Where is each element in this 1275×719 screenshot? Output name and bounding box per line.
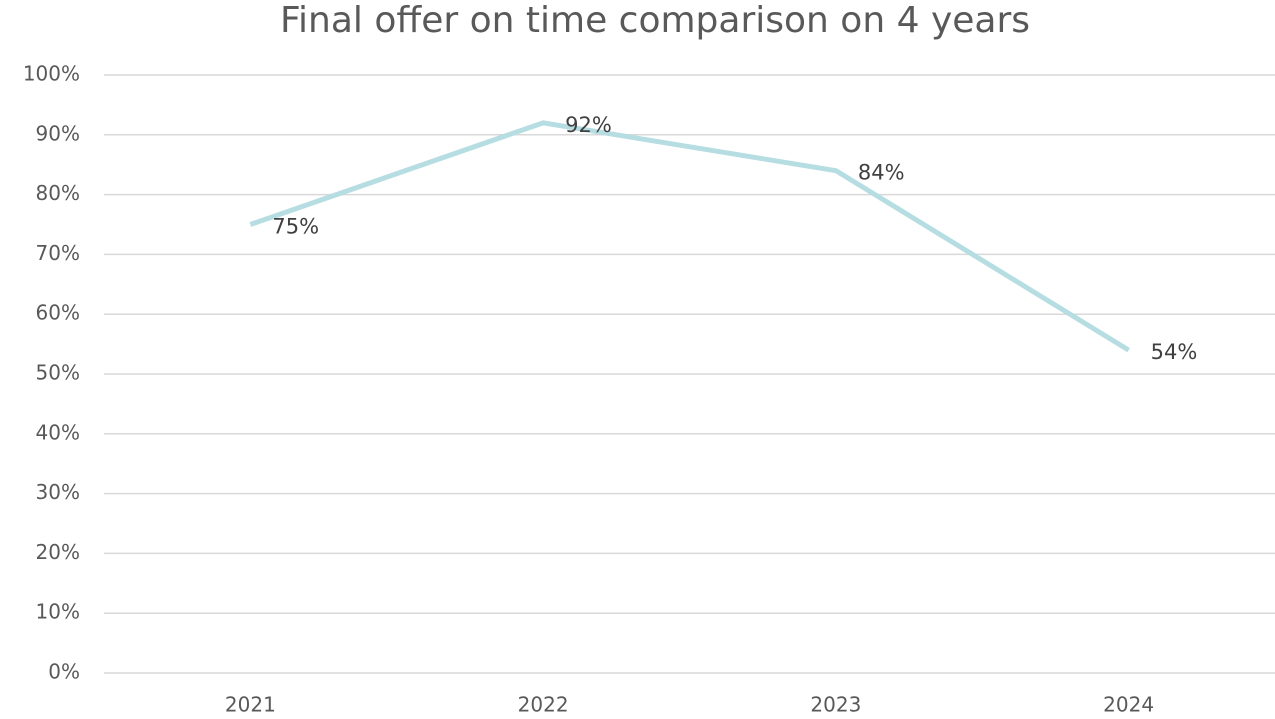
data-label: 54% xyxy=(1151,340,1198,364)
data-label: 92% xyxy=(565,113,612,137)
y-tick-label: 60% xyxy=(36,301,80,325)
x-tick-label: 2023 xyxy=(810,693,861,717)
y-tick-label: 80% xyxy=(36,181,80,205)
data-label: 75% xyxy=(272,215,319,239)
y-tick-label: 30% xyxy=(36,480,80,504)
y-tick-label: 10% xyxy=(36,600,80,624)
chart-title: Final offer on time comparison on 4 year… xyxy=(280,0,1030,41)
y-tick-label: 20% xyxy=(36,540,80,564)
y-tick-label: 100% xyxy=(23,62,80,86)
y-tick-label: 0% xyxy=(48,660,80,684)
y-tick-label: 70% xyxy=(36,241,80,265)
y-tick-label: 90% xyxy=(36,121,80,145)
y-tick-label: 50% xyxy=(36,361,80,385)
y-tick-label: 40% xyxy=(36,420,80,444)
x-tick-label: 2022 xyxy=(518,693,569,717)
line xyxy=(249,120,1130,353)
x-tick-label: 2021 xyxy=(225,693,276,717)
data-label: 84% xyxy=(858,161,905,185)
x-tick-label: 2024 xyxy=(1103,693,1154,717)
